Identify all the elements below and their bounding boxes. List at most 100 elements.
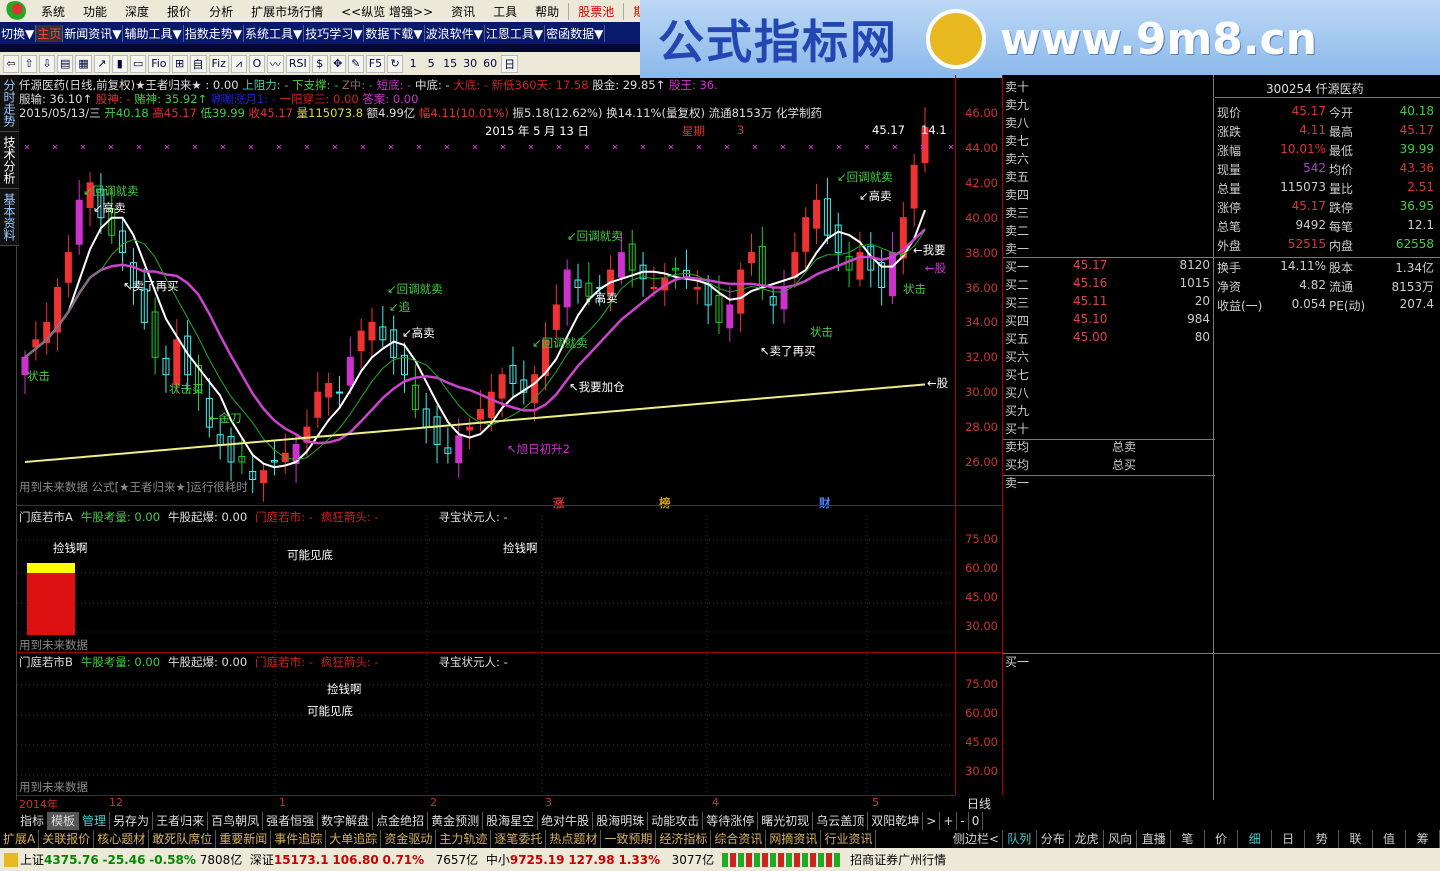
kline-chart[interactable] — [17, 75, 955, 795]
toolbar-button[interactable]: $ — [311, 54, 328, 73]
indicator-tab[interactable]: 曙光初现 — [758, 812, 814, 830]
event-mark[interactable]: 榜 — [659, 496, 671, 510]
menu-item[interactable]: 功能 — [83, 4, 108, 19]
tab-fundamentals[interactable]: 基本资料 — [0, 189, 19, 246]
toolbar-button[interactable]: Fio — [148, 54, 170, 73]
sz-name[interactable]: 深证 — [249, 853, 274, 867]
indicator-tab[interactable]: 指标 — [17, 812, 49, 830]
toolbar-button[interactable]: 〰 — [266, 54, 284, 73]
toolbar-button[interactable]: 自 — [189, 54, 207, 73]
toolbar-button[interactable]: 30 — [463, 57, 478, 70]
menu-item[interactable]: 系统 — [41, 4, 66, 19]
menu-item[interactable]: 扩展市场行情 — [251, 4, 324, 19]
info-tab[interactable]: 重要新闻 — [216, 830, 272, 848]
right-tab[interactable]: 势 — [1305, 830, 1340, 848]
menu-item[interactable]: 资讯 — [451, 4, 476, 19]
menu-item[interactable]: 帮助 — [535, 4, 560, 19]
toolbar-button[interactable]: F5 — [365, 54, 386, 73]
info-tab[interactable]: 经济指标 — [656, 830, 712, 848]
indicator-tab[interactable]: 王者归来 — [153, 812, 209, 830]
indicator-tab[interactable]: + — [940, 812, 958, 830]
indicator-tab[interactable]: 绝对牛股 — [538, 812, 594, 830]
info-tab[interactable]: 热点题材 — [546, 830, 602, 848]
tab-technical[interactable]: 技术分析 — [0, 132, 19, 189]
info-tab[interactable]: 综合资讯 — [711, 830, 767, 848]
toolbar-button[interactable]: ⇩ — [39, 54, 55, 73]
info-tab[interactable]: 行业资讯 — [821, 830, 877, 848]
nav-item[interactable]: 指数走势▼ — [184, 24, 244, 42]
period-label[interactable]: 日线 — [966, 797, 991, 811]
chart-area[interactable]: 仟源医药(日线,前复权)★王者归来★ : 0.00 上阻力: - 下支撑: - … — [17, 75, 1003, 795]
indicator-tab[interactable]: 模板 — [48, 812, 80, 830]
info-tab[interactable]: 大单追踪 — [326, 830, 382, 848]
toolbar-button[interactable]: Fiz — [208, 54, 229, 73]
right-tab[interactable]: 筹 — [1406, 830, 1440, 848]
info-tab[interactable]: 关联报价 — [39, 830, 95, 848]
right-tab[interactable]: 分布 — [1037, 830, 1071, 848]
right-tab[interactable]: 龙虎 — [1070, 830, 1104, 848]
menu-item[interactable]: 深度 — [125, 4, 150, 19]
toolbar-button[interactable]: ⇦ — [3, 54, 19, 73]
right-tab[interactable]: 价 — [1205, 830, 1239, 848]
indicator-tab[interactable]: 乌云盖顶 — [813, 812, 869, 830]
indicator-tab[interactable]: 管理 — [79, 812, 111, 830]
menu-stock-pool[interactable]: 股票池 — [568, 2, 623, 20]
indicator-tab[interactable]: 股海星空 — [483, 812, 539, 830]
toolbar-button[interactable]: 5 — [427, 57, 435, 70]
right-tab[interactable]: 直播 — [1137, 830, 1172, 848]
indicator-tab[interactable]: 数字解盘 — [318, 812, 374, 830]
info-tab[interactable]: 网摘资讯 — [766, 830, 822, 848]
indicator-tab[interactable]: 动能攻击 — [648, 812, 704, 830]
toolbar-button[interactable]: 60 — [483, 57, 498, 70]
sh-name[interactable]: 上证 — [20, 853, 45, 867]
right-tab[interactable]: 值 — [1373, 830, 1407, 848]
toolbar-button[interactable]: O — [248, 54, 265, 73]
right-tab[interactable]: 笔 — [1171, 830, 1205, 848]
nav-item[interactable]: 江恩工具▼ — [485, 24, 546, 42]
right-tab[interactable]: 风向 — [1104, 830, 1138, 848]
info-tab[interactable]: 一致预期 — [601, 830, 657, 848]
toolbar-button[interactable]: 1 — [409, 57, 417, 70]
sidebar-toggle[interactable]: 侧边栏< — [950, 830, 1003, 848]
event-mark[interactable]: 财 — [819, 496, 831, 510]
nav-item[interactable]: 主页 — [36, 24, 64, 42]
menu-item[interactable]: 工具 — [493, 4, 518, 19]
toolbar-button[interactable]: ⇧ — [21, 54, 37, 73]
toolbar-button[interactable]: ✥ — [329, 54, 346, 73]
toolbar-button[interactable]: 15 — [443, 57, 458, 70]
nav-item[interactable]: 辅助工具▼ — [124, 24, 184, 42]
indicator-tab[interactable]: 点金绝招 — [373, 812, 429, 830]
toolbar-button[interactable]: ▭ — [129, 54, 147, 73]
info-tab[interactable]: 核心题材 — [94, 830, 150, 848]
nav-item[interactable]: 数据下载▼ — [365, 24, 425, 42]
toolbar-button[interactable]: ✎ — [347, 54, 364, 73]
indicator-tab[interactable]: 0 — [969, 812, 984, 830]
indicator-tab[interactable]: 强者恒强 — [263, 812, 319, 830]
nav-item[interactable]: 技巧学习▼ — [305, 24, 365, 42]
right-tab[interactable]: 细 — [1238, 830, 1272, 848]
menu-item[interactable]: <<纵览 增强>> — [341, 4, 434, 19]
toolbar-button[interactable]: ▮ — [111, 54, 128, 73]
info-tab[interactable]: 主力轨迹 — [436, 830, 492, 848]
info-tab[interactable]: 扩展A — [0, 830, 40, 848]
tab-intraday[interactable]: 分时走势 — [0, 75, 19, 132]
toolbar-button[interactable]: ↻ — [387, 54, 404, 73]
nav-item[interactable]: 密函数据▼ — [546, 24, 606, 42]
nav-item[interactable]: 切换▼ — [1, 24, 37, 42]
toolbar-button[interactable]: ⩘ — [230, 54, 247, 73]
menu-item[interactable]: 分析 — [209, 4, 234, 19]
right-tab[interactable]: 日 — [1272, 830, 1306, 848]
nav-item[interactable]: 新闻资讯▼ — [64, 24, 124, 42]
indicator-tab[interactable]: 股海明珠 — [593, 812, 649, 830]
toolbar-button[interactable]: ▤ — [57, 54, 74, 73]
toolbar-button[interactable]: RSI — [285, 54, 310, 73]
info-tab[interactable]: 逐笔委托 — [491, 830, 547, 848]
zx-name[interactable]: 中小 — [485, 853, 510, 867]
right-tab[interactable]: 队列 — [1003, 830, 1037, 848]
menu-item[interactable]: 报价 — [167, 4, 192, 19]
toolbar-button[interactable]: 日 — [501, 54, 519, 73]
toolbar-button[interactable]: ⊞ — [171, 54, 188, 73]
indicator-tab[interactable]: 双阳乾坤 — [868, 812, 924, 830]
info-tab[interactable]: 敢死队席位 — [149, 830, 217, 848]
indicator-tab[interactable]: - — [957, 812, 969, 830]
